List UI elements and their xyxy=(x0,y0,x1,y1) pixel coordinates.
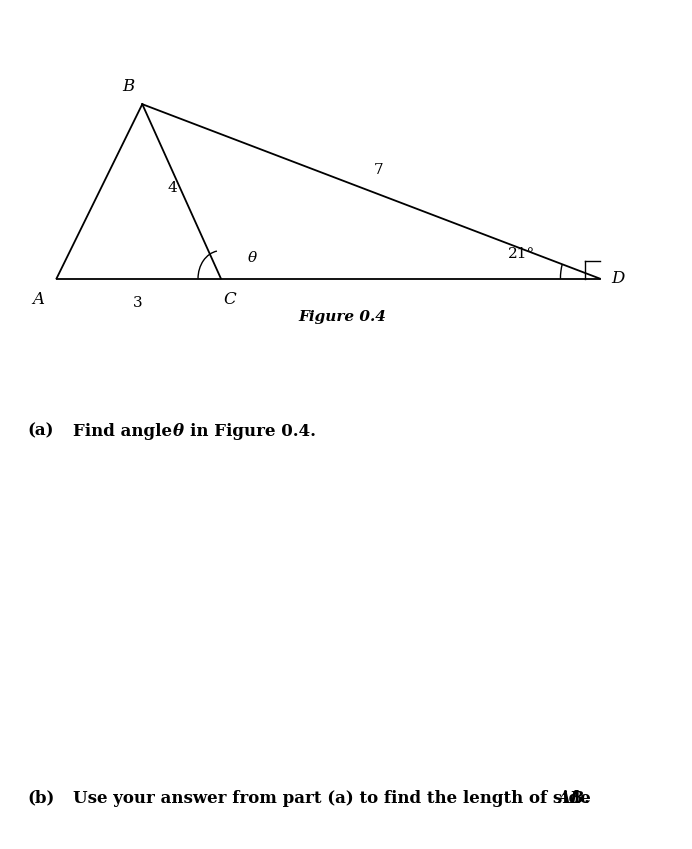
Text: (b): (b) xyxy=(28,790,55,807)
Text: 3: 3 xyxy=(133,296,143,310)
Text: D: D xyxy=(612,270,625,287)
Text: Use your answer from part (a) to find the length of side: Use your answer from part (a) to find th… xyxy=(73,790,590,807)
Text: .: . xyxy=(583,790,589,807)
Text: C: C xyxy=(223,291,236,308)
Text: Figure 0.4: Figure 0.4 xyxy=(298,310,386,324)
Text: θ: θ xyxy=(173,423,184,440)
Text: θ: θ xyxy=(248,250,257,265)
Text: 21°: 21° xyxy=(507,247,535,261)
Text: in Figure 0.4.: in Figure 0.4. xyxy=(190,423,316,440)
Text: (a): (a) xyxy=(28,423,54,440)
Text: AB: AB xyxy=(557,790,584,807)
Text: 4: 4 xyxy=(167,181,177,195)
Text: A: A xyxy=(32,291,44,308)
Text: 7: 7 xyxy=(374,164,383,177)
Text: B: B xyxy=(122,78,134,95)
Text: Find angle: Find angle xyxy=(73,423,172,440)
